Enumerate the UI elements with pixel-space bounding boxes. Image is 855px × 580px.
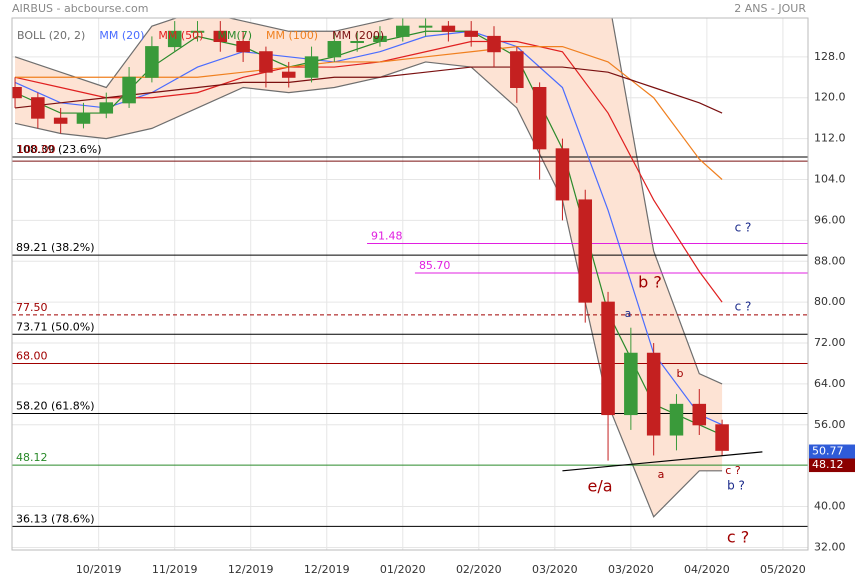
x-tick-label: 12/2019 [304, 563, 350, 576]
candle-body [510, 51, 524, 89]
y-tick-label: 80.00 [814, 295, 846, 308]
wave-annotation: c ? [735, 221, 752, 235]
plot-frame [11, 17, 809, 551]
candle-body [236, 41, 250, 53]
candle-body [12, 87, 22, 99]
candle-body [76, 112, 91, 124]
level-label: 48.12 [16, 451, 48, 464]
candle-body [441, 25, 456, 32]
legend-entry: BOLL (20, 2) [17, 29, 85, 42]
candle-body [350, 41, 364, 44]
y-tick-label: 40.00 [814, 500, 846, 513]
candle-body [418, 25, 433, 28]
x-tick-label: 01/2020 [380, 563, 426, 576]
price-tag [809, 458, 855, 473]
y-tick-label: 64.00 [814, 377, 846, 390]
candle-body [145, 46, 159, 78]
x-tick-label: 10/2019 [76, 563, 122, 576]
legend-entry: MM(7) [217, 29, 252, 42]
y-tick-label: 120.0 [814, 91, 846, 104]
wave-annotation: a [658, 468, 665, 481]
candle-body [715, 424, 729, 451]
level-label: 36.13 (78.6%) [16, 512, 95, 525]
wave-annotation: e/a [587, 477, 612, 496]
wave-annotation: c ? [725, 464, 741, 477]
x-tick-label: 04/2020 [684, 563, 730, 576]
candle-body [692, 403, 707, 426]
wave-annotation: c ? [735, 300, 752, 314]
y-tick-label: 72.00 [814, 336, 846, 349]
level-label: 58.20 (61.8%) [16, 400, 95, 413]
candle-body [53, 117, 68, 124]
level-label: 68.00 [16, 349, 48, 362]
price-tag-label: 50.77 [812, 445, 844, 458]
legend-entry: MM (100) [266, 29, 318, 42]
candle-body [396, 25, 410, 37]
x-tick-label: 03/2020 [532, 563, 578, 576]
candle-body [373, 35, 387, 43]
candle-body [487, 35, 501, 53]
trendline [562, 451, 763, 472]
x-tick-label: 02/2020 [456, 563, 502, 576]
y-tick-label: 56.00 [814, 418, 846, 431]
legend-entry: MM (20) [99, 29, 144, 42]
wave-annotation: b ? [727, 479, 745, 493]
candle-body [464, 30, 478, 37]
wave-annotation: b ? [638, 273, 662, 292]
wave-annotation: b [677, 367, 684, 380]
y-tick-label: 88.00 [814, 254, 846, 267]
y-tick-label: 104.0 [814, 172, 846, 185]
y-tick-label: 128.0 [814, 50, 846, 63]
legend-entry: MM (200) [332, 29, 384, 42]
wave-annotation: c ? [727, 528, 749, 547]
candle-body [281, 71, 296, 78]
plot-area [12, 18, 808, 550]
level-label: 89.21 (38.2%) [16, 241, 95, 254]
y-tick-label: 96.00 [814, 213, 846, 226]
candle-body [213, 30, 228, 43]
wave-annotation: a [625, 307, 632, 320]
candle-body [190, 30, 205, 33]
candle-body [624, 352, 638, 416]
chart-subtitle: 2 ANS - JOUR [734, 2, 806, 15]
candle-body [532, 87, 547, 150]
bollinger-upper [14, 18, 723, 385]
level-label: 77.50 [16, 301, 48, 314]
candle-body [555, 148, 570, 201]
candle-body [31, 97, 45, 119]
candle-body [99, 102, 114, 114]
level-label: 85.70 [419, 259, 451, 272]
overlay: 32.00 40.00 56.00 64.00 72.00 80.00 88.00 96.00… [16, 29, 855, 576]
candle-body [327, 41, 342, 58]
candle-body [601, 301, 615, 416]
candle-body [259, 51, 273, 73]
candle-body [167, 30, 182, 48]
level-label: 108.39 (23.6%) [16, 143, 102, 156]
candle-body [646, 352, 661, 436]
wave-annotation: 100.00 [17, 143, 56, 156]
legend-entry: MM (50) [158, 29, 203, 42]
price-tag-label: 48.12 [812, 458, 844, 471]
chart-title: AIRBUS - abcbourse.com [12, 2, 148, 15]
y-tick-label: 32.00 [814, 540, 846, 553]
x-tick-label: 05/2020 [760, 563, 806, 576]
candle-body [578, 199, 593, 303]
ma-line [15, 46, 723, 180]
candle-body [122, 76, 136, 104]
x-tick-label: 12/2019 [228, 563, 274, 576]
y-tick-label: 112.0 [814, 132, 846, 145]
x-tick-label: 03/2020 [608, 563, 654, 576]
price-tag [809, 444, 855, 459]
x-tick-label: 11/2019 [152, 563, 198, 576]
candle-body [304, 56, 319, 78]
ma-line [14, 66, 723, 114]
level-label: 73.71 (50.0%) [16, 320, 95, 333]
candle-body [669, 403, 684, 436]
level-label: 91.48 [371, 229, 403, 242]
